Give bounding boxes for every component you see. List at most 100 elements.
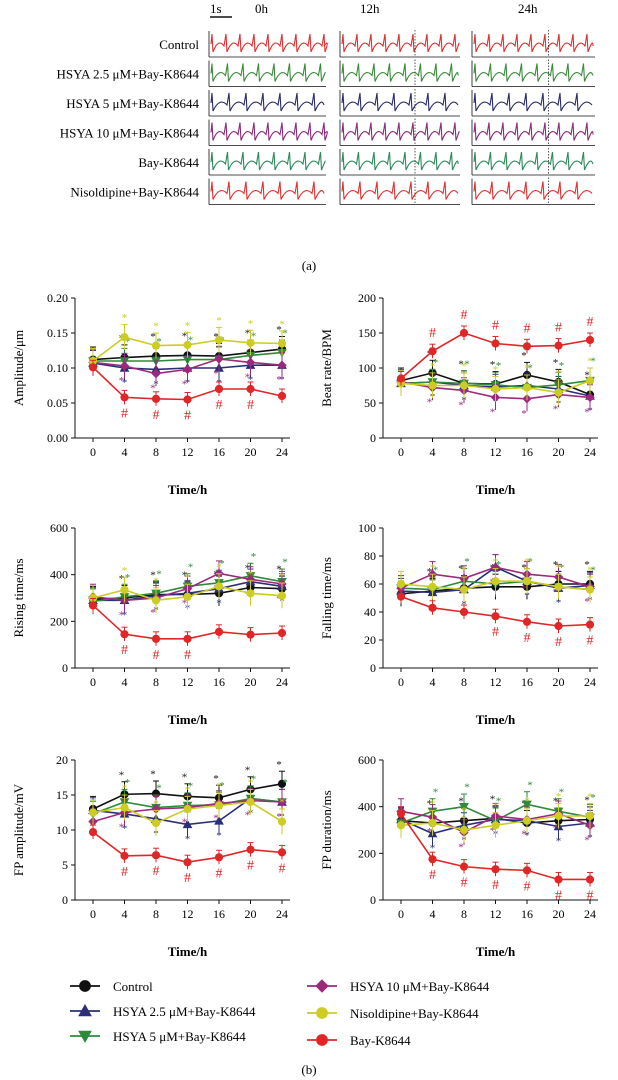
y-tick-label: 0.10 <box>47 361 68 375</box>
asterisk-mark: * <box>122 823 128 835</box>
hash-mark: # <box>492 319 499 334</box>
trace-waveform <box>210 92 325 112</box>
data-point <box>491 865 500 874</box>
data-point <box>491 821 500 830</box>
line-chart: 0 5 10 15 20 0 4 8 12 16 20 24 Time/h FP amplitude/mV… <box>11 753 290 959</box>
asterisk-mark: * <box>245 764 251 776</box>
asterisk-mark: * <box>248 318 254 330</box>
trace-waveform <box>210 181 325 200</box>
y-tick-label: 20 <box>56 753 68 767</box>
data-point <box>151 596 161 605</box>
line-chart: 0 200 400 600 0 4 8 12 16 20 24 Time/h FP duration/m… <box>319 753 598 959</box>
asterisk-mark: * <box>524 556 530 568</box>
hash-mark: # <box>429 326 436 341</box>
asterisk-mark: * <box>188 335 194 347</box>
y-tick-label: 600 <box>358 753 376 767</box>
asterisk-mark: * <box>461 805 467 817</box>
asterisk-mark: * <box>213 331 219 343</box>
asterisk-mark: * <box>553 823 559 835</box>
y-axis-label: Rising time/ms <box>11 558 26 637</box>
x-tick-label: 8 <box>153 907 159 921</box>
y-tick-label: 0 <box>370 431 376 445</box>
data-point <box>522 577 532 586</box>
asterisk-mark: * <box>590 792 596 804</box>
asterisk-mark: * <box>245 328 251 340</box>
asterisk-mark: * <box>122 565 128 577</box>
hash-mark: # <box>247 859 254 874</box>
series: ****** <box>396 791 595 843</box>
x-tick-label: 16 <box>521 675 533 689</box>
data-point <box>214 801 224 810</box>
x-tick-label: 16 <box>521 445 533 459</box>
asterisk-mark: * <box>122 783 128 795</box>
data-point <box>428 582 437 591</box>
series: ****** <box>396 356 596 401</box>
data-point <box>88 808 98 817</box>
asterisk-mark: * <box>150 331 156 343</box>
asterisk-mark: * <box>156 568 162 580</box>
asterisk-mark: * <box>245 371 251 383</box>
asterisk-mark: * <box>559 562 565 574</box>
x-tick-label: 8 <box>153 675 159 689</box>
panel-a-label: (a) <box>302 258 316 273</box>
trace-waveform <box>341 33 460 53</box>
data-point <box>183 592 192 601</box>
x-tick-label: 24 <box>276 445 288 459</box>
legend: Control HSYA 2.5 μM+Bay-K8644 HSYA 5 μM+Ba… <box>70 979 490 1048</box>
series: ****** <box>88 312 287 374</box>
data-point <box>88 601 98 610</box>
data-point <box>246 797 255 807</box>
x-tick-label: 12 <box>182 907 194 921</box>
asterisk-mark: * <box>461 361 467 373</box>
data-point <box>277 591 287 600</box>
y-tick-label: 100 <box>358 521 376 535</box>
x-tick-label: 20 <box>245 907 257 921</box>
asterisk-mark: * <box>553 559 559 571</box>
data-point <box>585 875 595 884</box>
data-point <box>214 384 224 394</box>
asterisk-mark: * <box>553 586 559 598</box>
data-point <box>183 395 192 404</box>
asterisk-mark: * <box>279 374 285 386</box>
asterisk-mark: * <box>188 561 194 573</box>
x-axis-label: Time/h <box>476 712 516 727</box>
asterisk-mark: * <box>248 568 254 580</box>
legend-item: HSYA 2.5 μM+Bay-K8644 <box>70 1003 256 1019</box>
data-point <box>428 347 437 356</box>
data-point <box>554 388 563 397</box>
x-axis-label: Time/h <box>168 712 208 727</box>
asterisk-mark: * <box>524 590 530 602</box>
y-tick-label: 0 <box>370 661 376 675</box>
asterisk-mark: * <box>185 572 191 584</box>
hash-mark: # <box>555 635 562 650</box>
asterisk-mark: * <box>433 565 439 577</box>
asterisk-mark: * <box>276 811 282 823</box>
x-axis-label: Time/h <box>168 944 208 959</box>
trace-waveform <box>473 181 593 200</box>
asterisk-mark: * <box>524 363 530 375</box>
asterisk-mark: * <box>584 559 590 571</box>
data-point <box>522 866 532 875</box>
asterisk-mark: * <box>119 573 125 585</box>
data-point <box>522 816 532 825</box>
x-tick-label: 0 <box>90 445 96 459</box>
series: # # # # # # <box>396 308 595 386</box>
trace-waveform <box>473 33 594 53</box>
asterisk-mark: * <box>216 781 222 793</box>
asterisk-mark: * <box>153 575 159 587</box>
asterisk-mark: * <box>216 315 222 327</box>
asterisk-mark: * <box>219 780 225 792</box>
trace-waveform <box>473 122 594 141</box>
hash-mark: # <box>461 876 468 891</box>
x-tick-label: 24 <box>584 445 596 459</box>
time-label-0h: 0h <box>255 1 269 16</box>
asterisk-mark: * <box>282 328 288 340</box>
data-point <box>151 851 161 860</box>
legend-marker <box>316 1034 328 1046</box>
asterisk-mark: * <box>521 350 527 362</box>
asterisk-mark: * <box>527 556 533 568</box>
asterisk-mark: * <box>458 399 464 411</box>
asterisk-mark: * <box>156 783 162 795</box>
asterisk-mark: * <box>248 374 254 386</box>
y-tick-label: 400 <box>358 800 376 814</box>
